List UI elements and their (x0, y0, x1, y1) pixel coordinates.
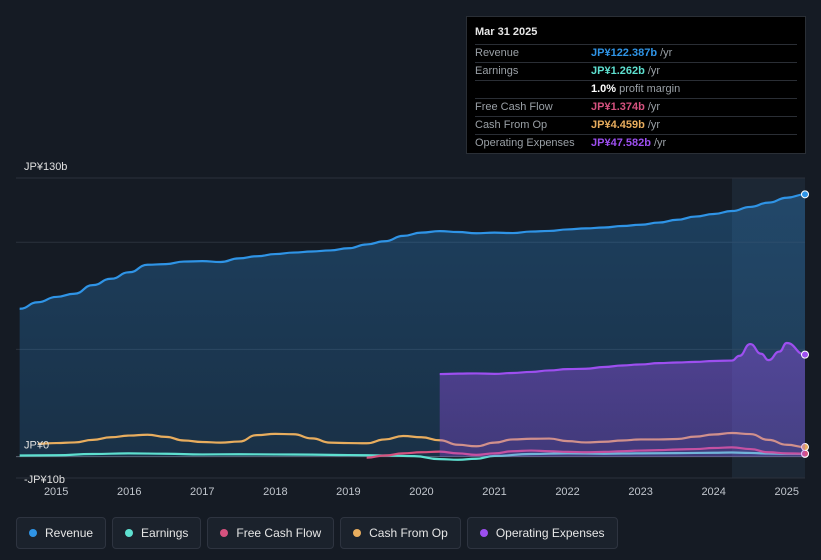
tooltip-row-unit: /yr (647, 65, 661, 77)
tooltip-row-value: 1.0% (591, 83, 617, 95)
tooltip-row-unit: /yr (647, 119, 661, 131)
tooltip-row-unit: profit margin (619, 83, 681, 95)
tooltip-row: Cash From Op JP¥4.459b/yr (475, 116, 797, 134)
tooltip-row-label: Earnings (475, 65, 519, 77)
tooltip-row: Revenue JP¥122.387b/yr (475, 44, 797, 62)
y-tick-label: JP¥0 (24, 440, 49, 452)
legend-dot-icon (29, 529, 37, 537)
data-tooltip: Mar 31 2025 Revenue JP¥122.387b/yr Earning… (466, 16, 806, 154)
legend-label: Cash From Op (369, 526, 448, 540)
y-tick-label: JP¥130b (24, 161, 67, 173)
x-tick-label: 2019 (336, 486, 360, 498)
y-tick-label: -JP¥10b (24, 474, 65, 486)
x-tick-label: 2016 (117, 486, 141, 498)
tooltip-row-label: Cash From Op (475, 119, 548, 131)
x-tick-label: 2020 (409, 486, 433, 498)
operating-expenses-area (439, 343, 805, 457)
legend-item-free-cash-flow[interactable]: Free Cash Flow (207, 517, 335, 549)
x-tick-label: 2025 (774, 486, 798, 498)
tooltip-row-label: Free Cash Flow (475, 101, 553, 113)
legend-dot-icon (220, 529, 229, 537)
tooltip-row: Earnings JP¥1.262b/yr (475, 62, 797, 80)
tooltip-row-value: JP¥47.582b (591, 137, 651, 149)
legend-item-earnings[interactable]: Earnings (112, 517, 202, 549)
tooltip-row-unit: /yr (660, 47, 673, 59)
legend-dot-icon (353, 529, 362, 537)
x-tick-label: 2017 (190, 486, 214, 498)
legend-item-cash-from-op[interactable]: Cash From Op (340, 517, 461, 549)
operating-expenses-endpoint (801, 350, 809, 359)
tooltip-date: Mar 31 2025 (475, 26, 538, 38)
tooltip-row-label: Revenue (475, 47, 520, 59)
legend-item-revenue[interactable]: Revenue (16, 517, 107, 549)
x-tick-label: 2021 (482, 486, 506, 498)
tooltip-row-label: Operating Expenses (475, 137, 575, 149)
operating-expenses-line (439, 341, 806, 376)
tooltip-row: Free Cash Flow JP¥1.374b/yr (475, 98, 797, 116)
legend-label: Operating Expenses (495, 526, 605, 540)
x-tick-label: 2015 (44, 486, 68, 498)
tooltip-row: Operating Expenses JP¥47.582b/yr (475, 134, 797, 152)
revenue-endpoint (801, 190, 809, 199)
tooltip-row-label (475, 81, 591, 98)
legend-dot-icon (125, 529, 134, 537)
x-tick-label: 2022 (555, 486, 579, 498)
tooltip-row: 1.0% profit margin (475, 80, 797, 98)
x-tick-label: 2023 (628, 486, 652, 498)
legend-dot-icon (479, 529, 488, 537)
tooltip-row-value: JP¥1.374b (591, 101, 645, 113)
tooltip-row-unit: /yr (647, 101, 661, 113)
tooltip-row-unit: /yr (653, 137, 667, 149)
x-tick-label: 2024 (701, 486, 725, 498)
legend-label: Earnings (141, 526, 189, 540)
legend-item-operating-expenses[interactable]: Operating Expenses (466, 517, 618, 549)
tooltip-row-value: JP¥122.387b (591, 47, 658, 59)
x-tick-label: 2018 (263, 486, 287, 498)
chart-legend: Revenue Earnings Free Cash Flow Cash From O… (16, 517, 624, 549)
legend-label: Revenue (45, 526, 94, 540)
legend-label: Free Cash Flow (236, 526, 322, 540)
tooltip-row-value: JP¥1.262b (591, 65, 645, 77)
revenue-line (19, 193, 806, 310)
tooltip-row-value: JP¥4.459b (591, 119, 645, 131)
